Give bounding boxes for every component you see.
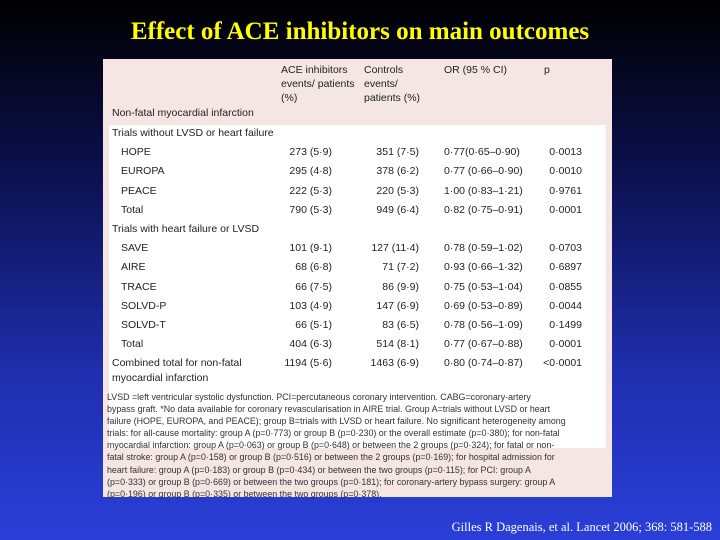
footnote-line: fatal stroke: group A (p=0·158) or group…: [107, 452, 555, 463]
group-label: Trials with heart failure or LVSD: [112, 223, 260, 235]
p-value-cell: 0·0013: [549, 146, 582, 159]
table-panel: ACE inhibitors events/ patients (%) Cont…: [103, 59, 612, 500]
control-events-cell: 71 (7·2): [382, 261, 419, 274]
odds-ratio-cell: 0·69 (0·53–0·89): [444, 299, 523, 312]
control-events-cell: 86 (9·9): [382, 280, 419, 293]
odds-ratio-cell: 0·78 (0·56–1·09): [444, 319, 523, 331]
footnote-line: LVSD =left ventricular systolic dysfunct…: [107, 392, 531, 402]
odds-ratio-cell: 0·78 (0·59–1·02): [444, 242, 523, 255]
footnote-line: trials: for all-cause mortality: group A…: [107, 428, 560, 439]
p-value-cell: 0·0855: [549, 280, 582, 293]
p-value-cell: 0·9761: [549, 184, 582, 197]
ace-events-cell: 66 (7·5): [295, 280, 332, 293]
odds-ratio-cell: 1·00 (0·83–1·21): [444, 184, 523, 197]
table-row: TRACE 66 (7·5) 86 (9·9) 0·75 (0·53–1·04) 0·0…: [109, 279, 606, 298]
p-value-cell: 0·0010: [549, 165, 582, 178]
group-label: Trials without LVSD or heart failure: [112, 127, 274, 139]
footnote: LVSD =left ventricular systolic dysfunct…: [107, 391, 607, 500]
p-value-cell: 0·0044: [549, 299, 582, 312]
trial-label: SAVE: [121, 242, 149, 255]
ace-events-cell: 273 (5·9): [289, 146, 332, 159]
group-row: Trials with heart failure or LVSD: [109, 221, 606, 240]
footnote-line: heart failure: group A (p=0·183) or grou…: [107, 464, 531, 475]
p-value-cell: 0·0001: [549, 338, 582, 351]
control-events-cell: 220 (5·3): [376, 184, 419, 197]
table-row: PEACE 222 (5·3) 220 (5·3) 1·00 (0·83–1·21) 0…: [109, 183, 606, 202]
ace-events-cell: 103 (4·9): [289, 299, 332, 312]
table-row: Combined total for non-fatal 1194 (5·6) 14…: [109, 355, 606, 384]
odds-ratio-cell: 0·82 (0·75–0·91): [444, 203, 523, 216]
footnote-line: (p=0·196) or group B (p=0·335) or betwee…: [107, 488, 382, 499]
control-events-cell: 378 (6·2): [376, 165, 419, 178]
ace-events-cell: 66 (5·1): [295, 319, 332, 331]
table-row: SOLVD-P 103 (4·9) 147 (6·9) 0·69 (0·53–0·89…: [109, 298, 606, 317]
odds-ratio-cell: 0·77 (0·67–0·88): [444, 338, 523, 351]
trial-label: HOPE: [121, 146, 151, 159]
results-table: Trials without LVSD or heart failure HOPE…: [109, 125, 606, 448]
control-events-cell: 949 (6·4): [376, 203, 419, 216]
trial-label: EUROPA: [121, 165, 165, 178]
odds-ratio-cell: 0·77(0·65–0·90): [444, 146, 520, 159]
header-p: p: [544, 64, 550, 76]
control-events-cell: 83 (6·5): [382, 319, 419, 331]
header-or: OR (95 % CI): [444, 64, 508, 76]
control-events-cell: 147 (6·9): [376, 299, 419, 312]
p-value-cell: 0·0703: [549, 242, 582, 255]
odds-ratio-cell: 0·80 (0·74–0·87): [444, 357, 523, 370]
table-row: SAVE 101 (9·1) 127 (11·4) 0·78 (0·59–1·02) 0…: [109, 240, 606, 259]
p-value-cell: 0·1499: [549, 319, 582, 331]
trial-label: SOLVD-P: [121, 299, 167, 312]
trial-label: SOLVD-T: [121, 319, 166, 331]
trial-label: Combined total for non-fatal: [112, 357, 242, 370]
table-row: EUROPA 295 (4·8) 378 (6·2) 0·77 (0·66–0·90)…: [109, 163, 606, 182]
section-label: Non-fatal myocardial infarction: [112, 107, 254, 119]
ace-events-cell: 101 (9·1): [289, 242, 332, 255]
control-events-cell: 1463 (6·9): [370, 357, 419, 370]
odds-ratio-cell: 0·75 (0·53–1·04): [444, 280, 523, 293]
footnote-line: bypass graft. *No data available for cor…: [107, 404, 551, 415]
header-ace-inhibitors: ACE inhibitors events/ patients (%): [281, 64, 355, 104]
footnote-line: failure (HOPE, EUROPA, and PEACE); group…: [107, 416, 566, 427]
table-row: AIRE 68 (6·8) 71 (7·2) 0·93 (0·66–1·32) 0·68…: [109, 259, 606, 278]
slide-title: Effect of ACE inhibitors on main outcome…: [130, 18, 590, 45]
table-row: Total 790 (5·3) 949 (6·4) 0·82 (0·75–0·91) 0…: [109, 202, 606, 221]
group-row: Trials without LVSD or heart failure: [109, 125, 606, 144]
odds-ratio-cell: 0·93 (0·66–1·32): [444, 261, 523, 274]
ace-events-cell: 790 (5·3): [289, 203, 332, 216]
ace-events-cell: 1194 (5·6): [284, 357, 332, 370]
trial-label: TRACE: [121, 280, 157, 293]
table-row: HOPE 273 (5·9) 351 (7·5) 0·77(0·65–0·90) 0·0…: [109, 144, 606, 163]
table-row: Total 404 (6·3) 514 (8·1) 0·77 (0·67–0·88) 0…: [109, 336, 606, 355]
header-controls: Controls events/ patients (%): [364, 64, 421, 104]
trial-label: AIRE: [121, 261, 146, 274]
control-events-cell: 351 (7·5): [376, 146, 419, 159]
p-value-cell: <0·0001: [543, 357, 582, 370]
citation: Gilles R Dagenais, et al. Lancet 2006; 3…: [451, 520, 712, 534]
trial-label-continued: myocardial infarction: [112, 372, 209, 385]
trial-label: Total: [121, 203, 144, 216]
trial-label: Total: [121, 338, 144, 351]
control-events-cell: 514 (8·1): [376, 338, 419, 351]
ace-events-cell: 68 (6·8): [295, 261, 332, 274]
p-value-cell: 0·6897: [549, 261, 582, 274]
footnote-line: myocardial infarction: group A (p=0·063)…: [107, 440, 555, 451]
ace-events-cell: 404 (6·3): [289, 338, 332, 351]
table-row: SOLVD-T 66 (5·1) 83 (6·5) 0·78 (0·56–1·09) 0…: [109, 317, 606, 336]
odds-ratio-cell: 0·77 (0·66–0·90): [444, 165, 523, 178]
footnote-line: (p=0·333) or group B (p=0·669) or betwee…: [107, 476, 556, 487]
ace-events-cell: 295 (4·8): [289, 165, 332, 178]
ace-events-cell: 222 (5·3): [289, 184, 332, 197]
control-events-cell: 127 (11·4): [371, 242, 419, 255]
trial-label: PEACE: [121, 184, 157, 197]
p-value-cell: 0·0001: [549, 203, 582, 216]
table-header: ACE inhibitors events/ patients (%) Cont…: [103, 59, 612, 121]
